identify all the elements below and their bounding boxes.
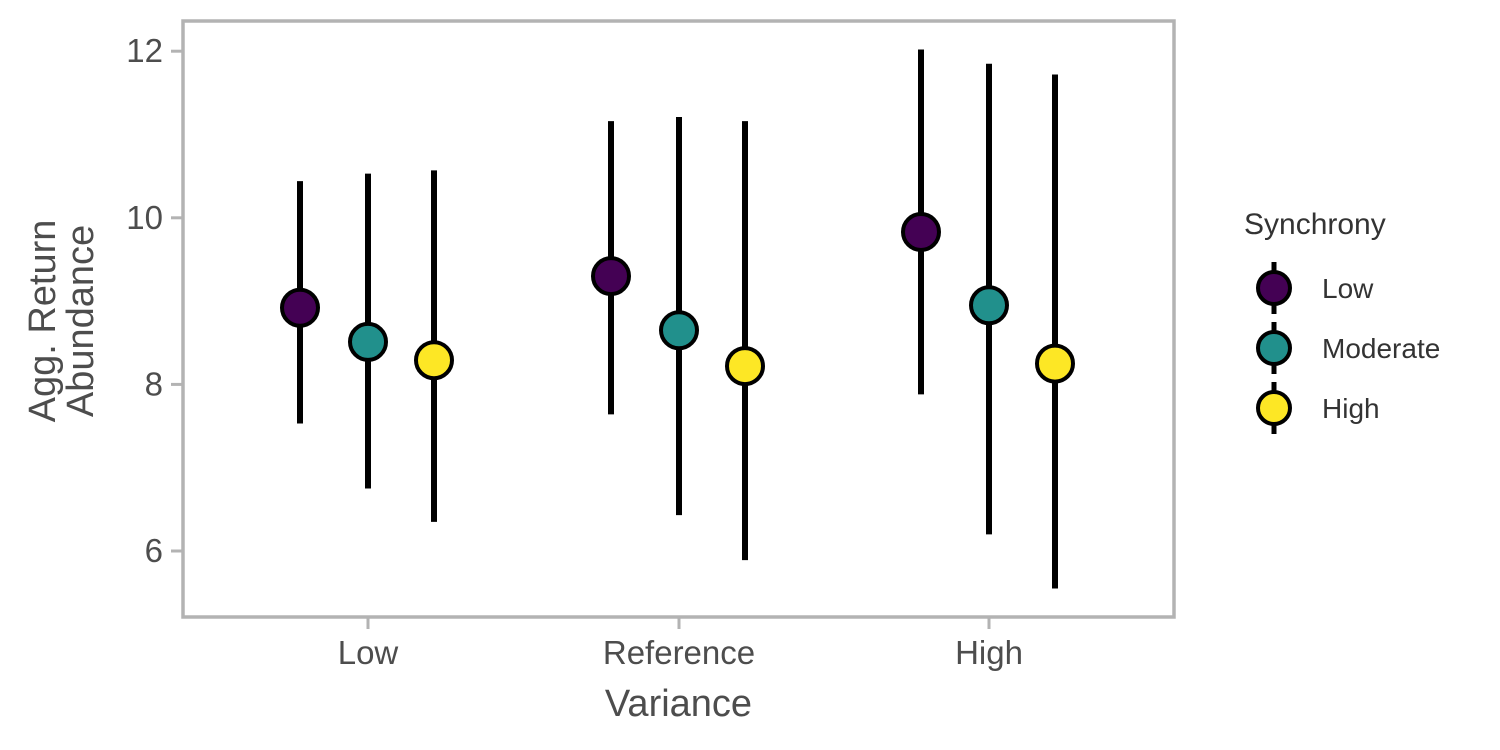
plot-area	[280, 49, 1075, 589]
legend-label: Moderate	[1322, 333, 1440, 364]
data-point	[414, 340, 454, 381]
data-point	[659, 310, 699, 351]
y-axis-title-line: Agg. Return	[22, 220, 64, 423]
legend-key-point	[1256, 390, 1292, 426]
x-tick-label: High	[955, 634, 1023, 671]
legend-label: High	[1322, 393, 1380, 424]
x-tick-label: Reference	[603, 634, 755, 671]
data-point	[348, 321, 388, 362]
y-axis-title-line: Abundance	[60, 225, 102, 417]
legend-title: Synchrony	[1244, 208, 1386, 241]
axes: 6 8 10 12 Low Reference High Variance Agg. Retur…	[22, 19, 1176, 725]
legend: Synchrony Low Moderate High	[1244, 208, 1440, 434]
y-axis-title: Agg. ReturnAbundance	[22, 220, 102, 423]
data-point	[280, 287, 320, 328]
legend-key-point	[1256, 270, 1292, 306]
data-point	[969, 285, 1009, 326]
y-tick-label: 8	[145, 365, 163, 402]
y-tick-label: 6	[145, 532, 163, 569]
x-tick-label: Low	[338, 634, 399, 671]
legend-label: Low	[1322, 273, 1374, 304]
data-point	[591, 256, 631, 297]
legend-key-point	[1256, 330, 1292, 366]
data-point	[725, 346, 765, 387]
y-tick-label: 10	[126, 199, 163, 236]
data-point	[901, 211, 941, 252]
data-point	[1035, 343, 1075, 384]
x-axis-title: Variance	[605, 683, 752, 725]
y-tick-label: 12	[126, 32, 163, 69]
